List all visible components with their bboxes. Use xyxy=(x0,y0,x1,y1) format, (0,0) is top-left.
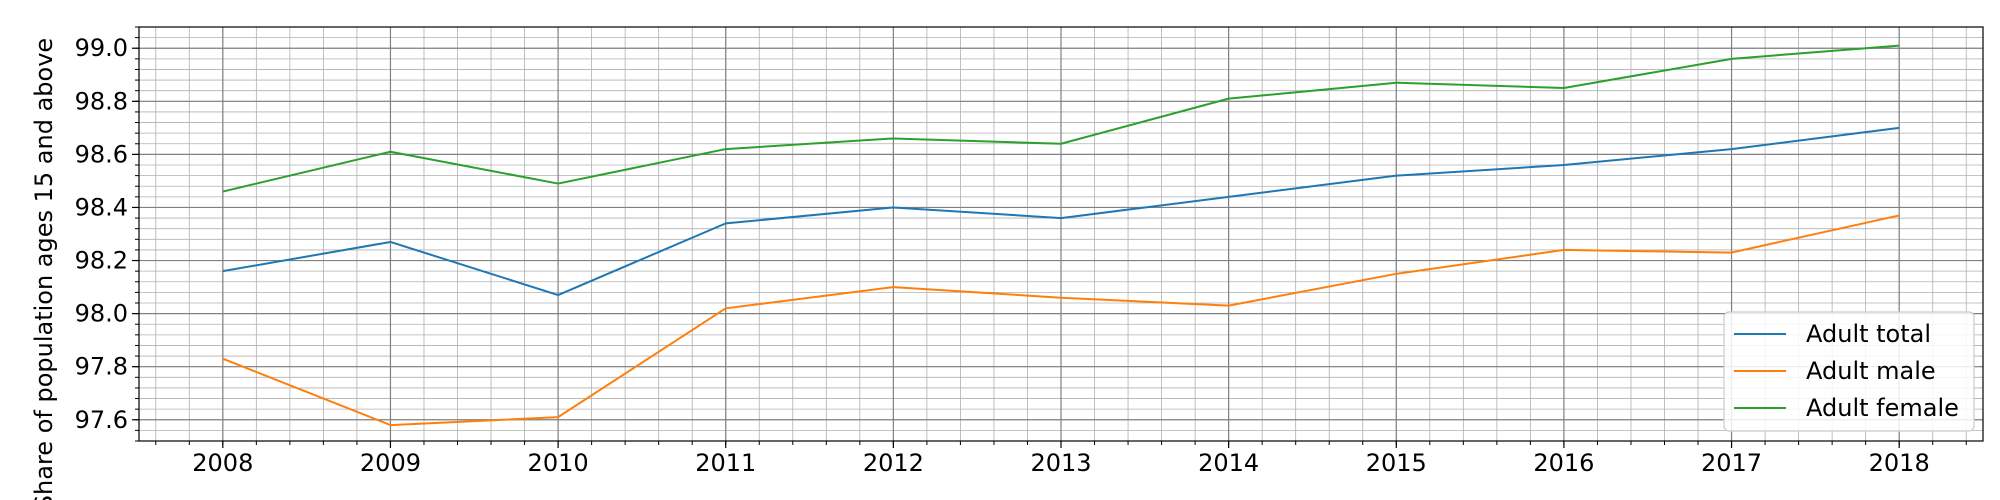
y-tick-label: 98.0 xyxy=(75,300,128,328)
legend-label: Adult total xyxy=(1806,320,1931,348)
x-tick-label: 2017 xyxy=(1701,449,1762,477)
y-tick-label: 99.0 xyxy=(75,34,128,62)
legend: Adult total Adult male Adult female xyxy=(1723,311,1975,432)
y-tick-label: 98.8 xyxy=(75,87,128,115)
series-line-adult-female xyxy=(222,44,1900,193)
y-tick-label: 97.6 xyxy=(75,406,128,434)
x-tick-label: 2013 xyxy=(1030,449,1091,477)
x-tick-label: 2008 xyxy=(192,449,253,477)
y-tick-label: 98.4 xyxy=(75,193,128,221)
x-tick-label: 2010 xyxy=(528,449,589,477)
series-line-adult-total xyxy=(222,126,1900,297)
axis-ticks: 2008 2009 2010 2011 2012 2013 2014 2015 2016 2017… xyxy=(75,26,1967,477)
x-tick-label: 2009 xyxy=(360,449,421,477)
x-tick-label: 2015 xyxy=(1366,449,1427,477)
y-tick-label: 97.8 xyxy=(75,353,128,381)
y-axis-label: Share of population ages 15 and above xyxy=(30,38,58,500)
y-tick-label: 98.2 xyxy=(75,247,128,275)
x-tick-label: 2011 xyxy=(695,449,756,477)
legend-label: Adult female xyxy=(1806,394,1959,422)
series-lines xyxy=(222,44,1900,427)
grid xyxy=(139,26,1983,442)
legend-box xyxy=(1723,311,1975,432)
x-tick-label: 2012 xyxy=(863,449,924,477)
x-tick-label: 2016 xyxy=(1533,449,1594,477)
series-line-adult-male xyxy=(222,214,1900,427)
legend-label: Adult male xyxy=(1806,357,1936,385)
x-tick-label: 2018 xyxy=(1869,449,1930,477)
y-tick-label: 98.6 xyxy=(75,140,128,168)
x-tick-label: 2014 xyxy=(1198,449,1259,477)
